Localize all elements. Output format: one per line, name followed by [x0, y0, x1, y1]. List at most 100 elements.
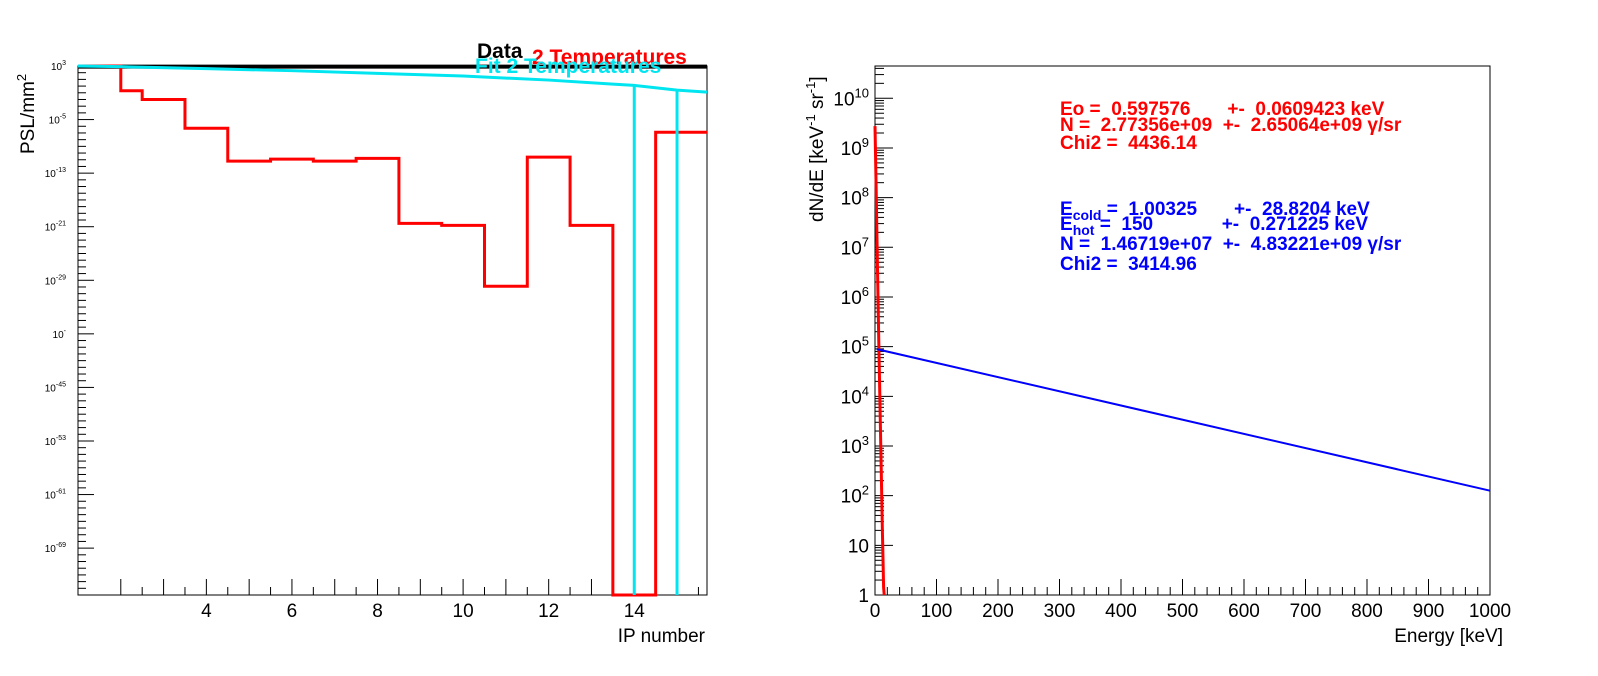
left-y-tick-label: 10-53 [45, 435, 66, 448]
fit2-line3: N = 1.46719e+07 +- 4.83221e+09 γ/sr [1060, 234, 1402, 255]
left-y-ticks [78, 65, 94, 596]
fit2-line1-sub: cold [1073, 207, 1102, 223]
right-y-tick-label-base: 10 [841, 238, 862, 259]
left-y-tick-label-base: 10 [45, 276, 57, 287]
left-y-tick-label-exp: -53 [56, 435, 66, 442]
right-x-tick-label: 900 [1413, 601, 1445, 622]
left-y-tick-label-exp: -61 [56, 489, 66, 496]
left-y-tick-label-exp: -21 [56, 221, 66, 228]
left-y-tick-label-exp: -29 [56, 274, 66, 281]
right-y-tick-label-exp: 7 [862, 234, 869, 249]
fit2-line1-pre: E [1060, 199, 1073, 220]
left-y-tick-label: 10-45 [45, 381, 66, 394]
left-y-tick-label: 10-29 [45, 274, 66, 287]
legend-entry-two-temperatures: 2 Temperatures [532, 46, 687, 69]
left-y-tick-label-exp: -69 [56, 542, 66, 549]
left-y-axis-label-main: PSL/mm [18, 81, 39, 154]
legend-entry-fit-two-temperatures: Fit 2 Temperatures [475, 55, 661, 78]
left-y-axis-label: PSL/mm2 [14, 74, 39, 154]
left-x-tick-labels: 4 6 8 10 12 14 [201, 601, 645, 622]
left-y-tick-label-base: 10 [49, 116, 61, 127]
right-x-tick-label: 1000 [1469, 601, 1511, 622]
right-y-tick-label-exp: 8 [862, 185, 869, 200]
left-x-tick-label: 10 [453, 601, 474, 622]
left-x-tick-label: 14 [624, 601, 646, 622]
left-series [77, 64, 708, 597]
right-series [873, 126, 1491, 596]
right-y-axis-label-sup2: -1 [803, 82, 818, 94]
right-y-tick-label: 10 [848, 536, 869, 557]
right-y-tick-label: 108 [841, 185, 869, 210]
right-x-tick-label: 700 [1290, 601, 1322, 622]
right-y-axis-label-main: dN/dE [keV [807, 126, 828, 222]
fit2-line1-post: = 1.00325 +- 28.8204 keV [1101, 199, 1370, 220]
right-y-tick-label: 1 [858, 586, 869, 607]
right-y-tick-label-exp: 5 [862, 334, 869, 349]
right-y-axis-label-sup1: -1 [803, 114, 818, 126]
left-y-tick-label: 103 [51, 60, 66, 73]
fit2-line1: Ecold = 1.00325 +- 28.8204 keV [1060, 199, 1370, 223]
right-y-tick-label-base: 10 [841, 139, 862, 160]
left-y-tick-label-exp: -45 [56, 381, 66, 388]
fit1-line3: Chi2 = 4436.14 [1060, 133, 1197, 154]
right-x-tick-label: 300 [1044, 601, 1076, 622]
right-y-tick-label-base: 10 [841, 387, 862, 408]
left-y-tick-label: 10-13 [45, 167, 66, 180]
right-y-tick-label: 102 [841, 483, 869, 508]
right-y-tick-label-base: 1 [858, 586, 869, 607]
right-x-tick-label: 200 [982, 601, 1014, 622]
right-y-tick-label-base: 10 [841, 338, 862, 359]
left-y-tick-label-exp: -5 [60, 114, 66, 121]
right-y-tick-label: 105 [841, 334, 869, 359]
left-y-tick-label: 10-5 [49, 114, 66, 127]
series-fit-two-temperatures-curve [77, 64, 708, 94]
right-y-tick-label-base: 10 [841, 437, 862, 458]
right-y-tick-label-base: 10 [833, 89, 854, 110]
right-y-tick-label-exp: 2 [862, 483, 869, 498]
left-y-tick-label-base: 10 [51, 62, 63, 73]
left-y-tick-label: 10- [53, 328, 67, 341]
right-y-tick-label: 106 [841, 284, 869, 309]
left-x-tick-label: 12 [538, 601, 559, 622]
left-y-tick-label-exp: -13 [56, 167, 66, 174]
right-y-tick-label-exp: 6 [862, 284, 869, 299]
left-y-tick-label-base: 10 [45, 544, 57, 555]
right-x-tick-label: 0 [870, 601, 881, 622]
right-y-tick-label-base: 10 [848, 536, 869, 557]
left-y-tick-label-base: 10 [45, 223, 57, 234]
series-one-temperature-fit [873, 126, 886, 596]
series-two-temperature-fit [876, 348, 1491, 492]
left-y-axis-label-sup: 2 [14, 74, 29, 81]
fit2-line4: Chi2 = 3414.96 [1060, 254, 1197, 275]
left-y-tick-label-base: 10 [45, 491, 57, 502]
left-x-tick-label: 8 [372, 601, 383, 622]
right-y-tick-label: 109 [841, 135, 869, 160]
right-x-axis-label: Energy [keV] [1394, 626, 1503, 647]
fit2-line2-pre: E [1060, 214, 1073, 235]
right-y-tick-label-base: 10 [841, 487, 862, 508]
left-y-tick-label-exp: - [64, 328, 67, 335]
right-y-tick-label-exp: 9 [862, 135, 869, 150]
left-y-tick-label-base: 10 [45, 383, 57, 394]
right-x-tick-label: 500 [1167, 601, 1199, 622]
left-y-tick-label-base: 10 [53, 330, 65, 341]
left-y-tick-label: 10-61 [45, 489, 66, 502]
right-x-tick-label: 400 [1105, 601, 1137, 622]
right-y-tick-label: 107 [841, 234, 869, 259]
series-two-temperatures-step [78, 64, 707, 597]
right-y-tick-label-exp: 10 [855, 85, 869, 100]
right-y-tick-label-base: 10 [841, 189, 862, 210]
right-y-tick-label: 1010 [833, 85, 869, 110]
fit2-line2: Ehot = 150 +- 0.271225 keV [1060, 214, 1368, 238]
right-y-axis-label-mid: sr [807, 93, 828, 115]
left-x-tick-label: 4 [201, 601, 212, 622]
legend-entry-data: Data [477, 40, 523, 63]
fit2-annotation: Ecold = 1.00325 +- 28.8204 keV Ehot = 15… [1060, 199, 1402, 275]
fit1-line2: N = 2.77356e+09 +- 2.65064e+09 γ/sr [1060, 115, 1402, 136]
left-x-axis-label: IP number [618, 626, 706, 647]
right-y-axis-label: dN/dE [keV-1 sr-1] [803, 76, 828, 222]
right-x-tick-labels: 0 100 200 300 400 500 600 700 800 900 1000 [870, 601, 1511, 622]
right-y-tick-label: 104 [841, 383, 869, 408]
